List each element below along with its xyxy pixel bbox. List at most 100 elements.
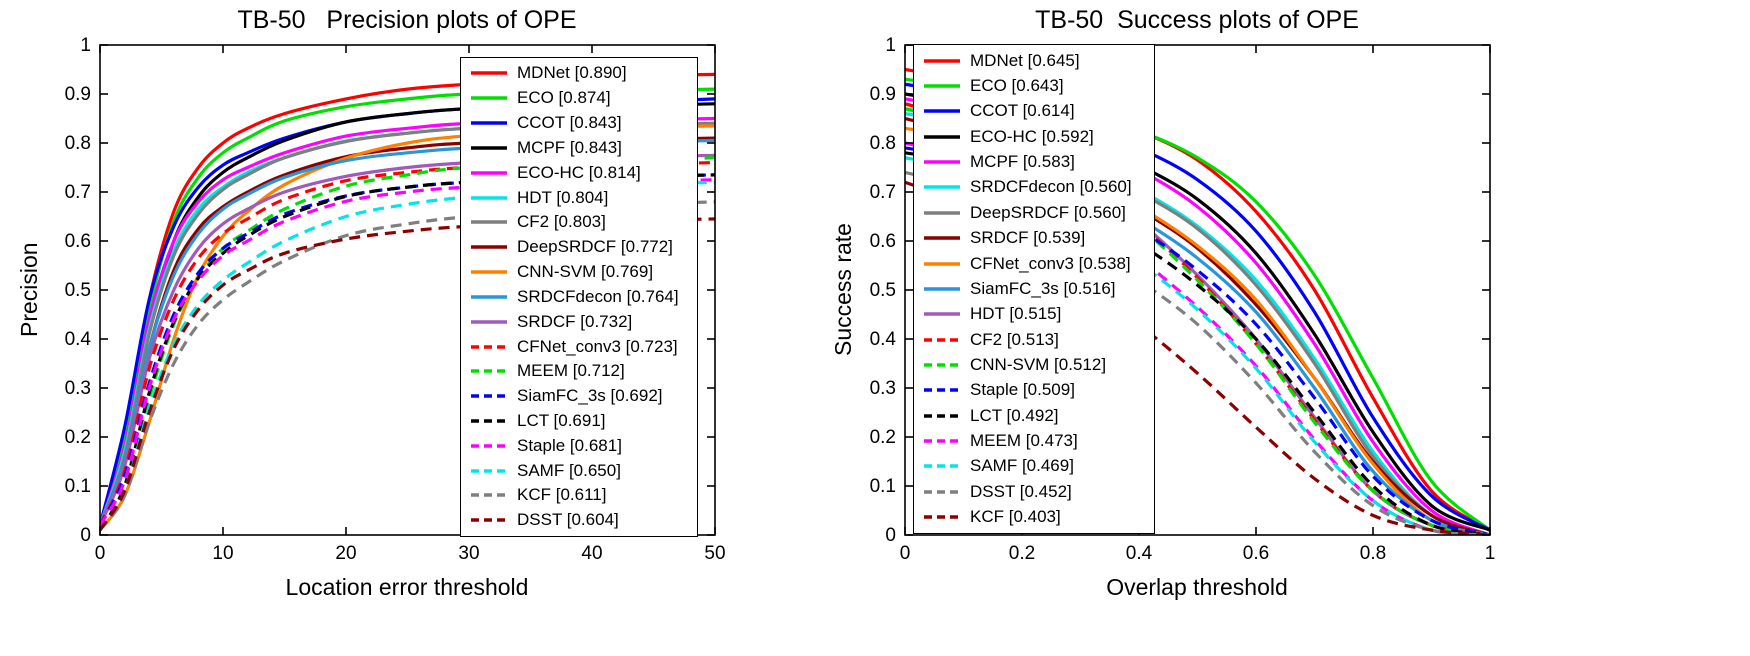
legend-line-sample [471,319,507,324]
legend-label: Staple [0.509] [970,380,1075,400]
x-tick-label: 0.6 [1243,543,1269,564]
series-line-Staple [100,178,715,527]
x-tick-label: 0.2 [1009,543,1035,564]
x-tick-label: 30 [458,543,479,564]
y-tick-label: 0 [80,525,91,546]
legend-label: MCPF [0.843] [517,137,622,157]
legend-line-sample [924,337,960,342]
legend-line-sample [471,96,507,100]
y-tick-label: 0.7 [65,182,91,203]
x-tick-label: 50 [704,543,725,564]
legend-entry-CF2: CF2 [0.513] [914,328,1154,352]
y-axis-label-success: Success rate [830,223,856,357]
legend-label: CNN-SVM [0.512] [970,354,1107,374]
legend-label: ECO [0.874] [517,88,611,108]
legend-entry-SAMF: SAMF [0.469] [914,454,1154,478]
legend-label: SiamFC_3s [0.692] [517,386,663,406]
legend-entry-DeepSRDCF: DeepSRDCF [0.560] [914,201,1154,225]
y-tick-label: 0.6 [65,231,91,252]
legend-entry-SRDCFdecon: SRDCFdecon [0.560] [914,175,1154,199]
legend-line-sample [471,121,507,125]
x-tick-label: 0 [900,543,911,564]
legend-line-sample [471,369,507,374]
legend-entry-MDNet: MDNet [0.645] [914,49,1154,73]
legend-entry-CCOT: CCOT [0.614] [914,99,1154,123]
legend-label: DeepSRDCF [0.560] [970,202,1126,222]
legend-line-sample [471,493,507,498]
legend-entry-HDT: HDT [0.804] [461,186,697,210]
legend-entry-CF2: CF2 [0.803] [461,210,697,234]
legend-label: MCPF [0.583] [970,152,1075,172]
legend-line-sample [924,211,960,215]
legend-line-sample [924,464,960,469]
legend-label: HDT [0.804] [517,187,609,207]
legend-entry-ECO-HC: ECO-HC [0.814] [461,161,697,185]
x-tick-label: 0.4 [1126,543,1153,564]
legend-entry-ECO-HC: ECO-HC [0.592] [914,125,1154,149]
y-tick-label: 0.8 [65,133,91,154]
legend-label: KCF [0.403] [970,507,1061,527]
legend-label: CCOT [0.614] [970,101,1075,121]
legend-label: CCOT [0.843] [517,113,622,133]
legend-line-sample [924,109,960,114]
legend-line-sample [471,245,507,249]
legend-line-sample [471,295,507,299]
legend-label: ECO-HC [0.814] [517,162,641,182]
legend-line-sample [471,270,507,274]
y-axis-label-precision: Precision [16,242,42,338]
legend-entry-KCF: KCF [0.611] [461,483,697,507]
legend-label: CF2 [0.513] [970,329,1059,349]
legend-label: KCF [0.611] [517,485,607,505]
legend-label: DSST [0.452] [970,481,1072,501]
chart-title-precision: TB-50 Precision plots of OPE [237,6,577,34]
x-tick-label: 0.8 [1360,543,1386,564]
legend-label: SiamFC_3s [0.516] [970,278,1116,298]
x-tick-label: 10 [212,543,233,564]
legend-line-sample [924,312,960,317]
legend-entry-MCPF: MCPF [0.583] [914,150,1154,174]
legend-entry-CFNet_conv3: CFNet_conv3 [0.723] [461,335,697,359]
y-tick-label: 0 [885,525,896,546]
legend-label: DSST [0.604] [517,510,619,530]
y-tick-label: 0.9 [65,84,91,105]
legend-line-sample [471,344,507,349]
legend-entry-Staple: Staple [0.681] [461,434,697,458]
legend-line-sample [471,170,507,175]
legend-label: CFNet_conv3 [0.723] [517,336,678,356]
legend-line-sample [924,413,960,418]
legend-label: HDT [0.515] [970,304,1062,324]
y-tick-label: 0.7 [870,182,896,203]
legend-label: CF2 [0.803] [517,212,606,232]
legend-entry-Staple: Staple [0.509] [914,378,1154,402]
legend-label: MDNet [0.645] [970,50,1080,70]
legend-entry-MDNet: MDNet [0.890] [461,61,697,85]
legend-line-sample [471,146,507,150]
y-tick-label: 0.5 [65,280,91,301]
y-tick-label: 1 [885,35,896,56]
legend-line-sample [924,261,960,266]
legend-label: SRDCFdecon [0.764] [517,286,679,306]
legend-line-sample [924,287,960,291]
y-tick-label: 0.3 [870,378,896,399]
legend-entry-CNN-SVM: CNN-SVM [0.769] [461,260,697,284]
legend-label: SAMF [0.650] [517,460,621,480]
legend-entry-SRDCF: SRDCF [0.732] [461,310,697,334]
series-line-SAMF [100,180,715,531]
x-axis-label-precision: Location error threshold [285,574,529,600]
x-tick-label: 20 [335,543,356,564]
legend-entry-SRDCFdecon: SRDCFdecon [0.764] [461,285,697,309]
y-tick-label: 0.3 [65,378,91,399]
legend-label: ECO-HC [0.592] [970,126,1094,146]
legend-entry-CNN-SVM: CNN-SVM [0.512] [914,353,1154,377]
legend-line-sample [471,220,507,225]
y-tick-label: 0.4 [870,329,897,350]
legend-label: CNN-SVM [0.769] [517,262,654,282]
x-tick-label: 0 [95,543,106,564]
legend-entry-ECO: ECO [0.643] [914,74,1154,98]
legend-line-sample [924,236,960,240]
legend-entry-ECO: ECO [0.874] [461,86,697,110]
legend-entry-CCOT: CCOT [0.843] [461,111,697,135]
legend-line-sample [924,363,960,367]
legend-entry-SAMF: SAMF [0.650] [461,459,697,483]
